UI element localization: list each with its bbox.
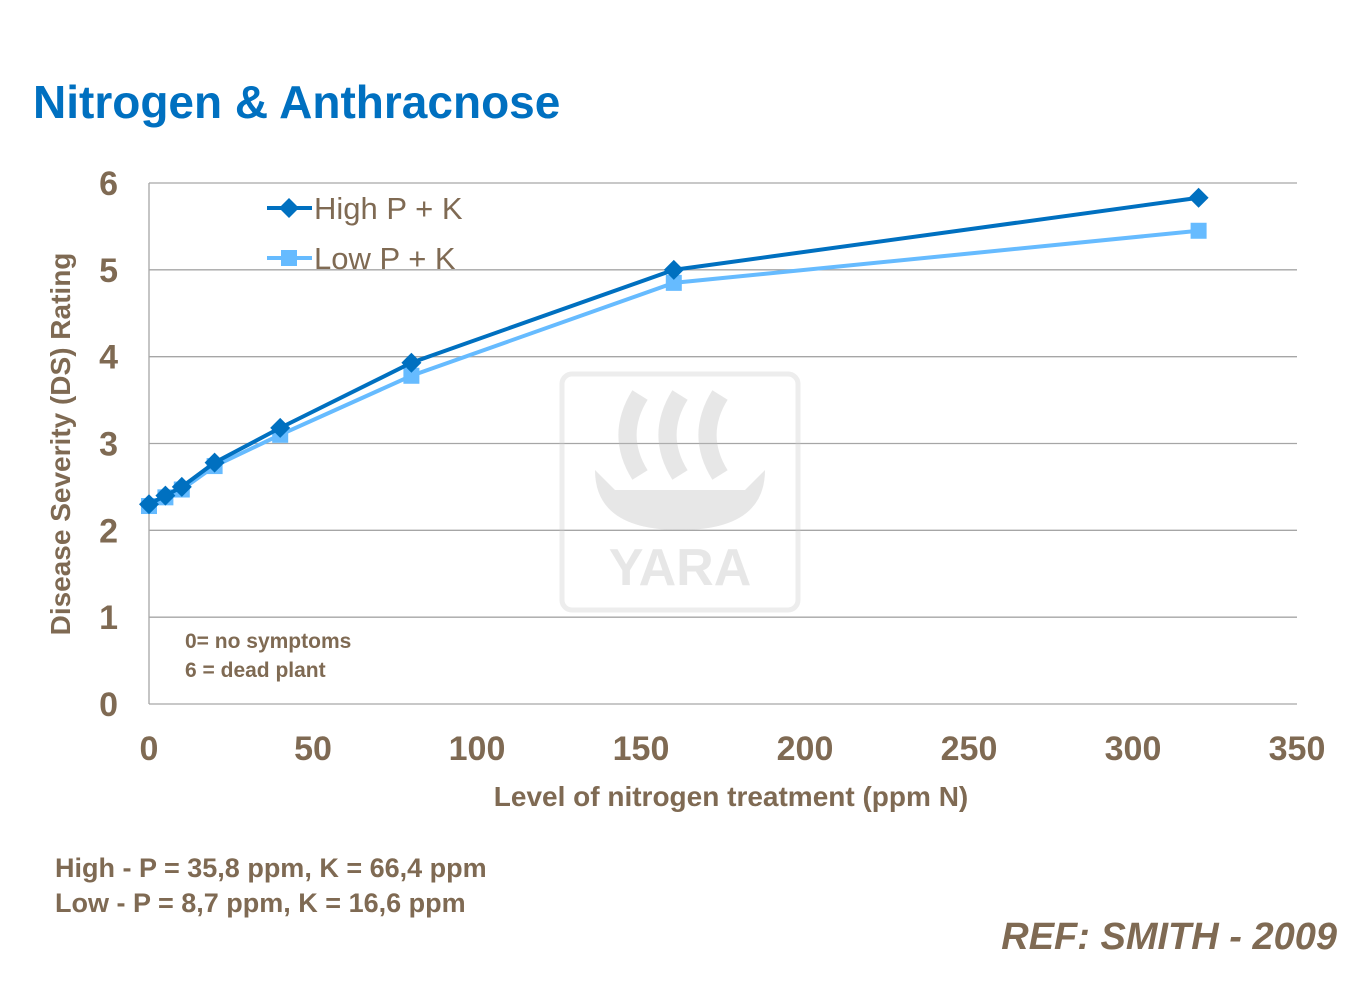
data-point-square [281,250,297,266]
x-tick-label: 150 [613,730,670,768]
x-tick-label: 250 [941,730,998,768]
data-point-diamond [401,352,422,373]
data-point-diamond [171,476,192,497]
data-point-square [1190,222,1207,239]
footnote-high: High - P = 35,8 ppm, K = 66,4 ppm [55,853,487,883]
data-point-diamond [139,494,159,515]
x-tick-label: 300 [1105,730,1162,768]
y-axis-label: Disease Severity (DS) Rating [45,253,76,636]
y-tick-label: 1 [99,599,118,637]
y-tick-label: 6 [99,165,118,203]
data-point-square [403,367,420,384]
data-point-diamond [270,417,291,438]
y-tick-label: 2 [99,512,118,550]
annotation-no-symptoms: 0= no symptoms [185,630,351,653]
yara-logo-watermark: YARA [559,371,801,613]
y-tick-label: 3 [99,426,118,464]
data-point-diamond [1188,187,1209,208]
svg-text:YARA: YARA [609,539,752,597]
data-point-diamond [155,485,176,506]
legend-label: High P + K [314,191,463,226]
data-point-square [665,274,682,291]
y-tick-label: 0 [99,686,118,724]
x-tick-label: 100 [449,730,506,768]
x-tick-label: 350 [1269,730,1326,768]
x-tick-label: 200 [777,730,834,768]
legend-label: Low P + K [314,241,456,276]
footnote-low: Low - P = 8,7 ppm, K = 16,6 ppm [55,888,466,918]
reference: REF: SMITH - 2009 [1001,916,1337,958]
chart-title: Nitrogen & Anthracnose [33,76,561,128]
data-point-diamond [279,198,299,218]
x-tick-label: 0 [140,730,159,768]
annotation-dead-plant: 6 = dead plant [185,659,326,682]
y-tick-label: 5 [99,252,118,290]
x-tick-label: 50 [294,730,332,768]
x-axis-label: Level of nitrogen treatment (ppm N) [494,781,968,812]
data-point-diamond [204,452,225,473]
y-tick-label: 4 [99,339,118,377]
data-point-diamond [663,259,684,280]
